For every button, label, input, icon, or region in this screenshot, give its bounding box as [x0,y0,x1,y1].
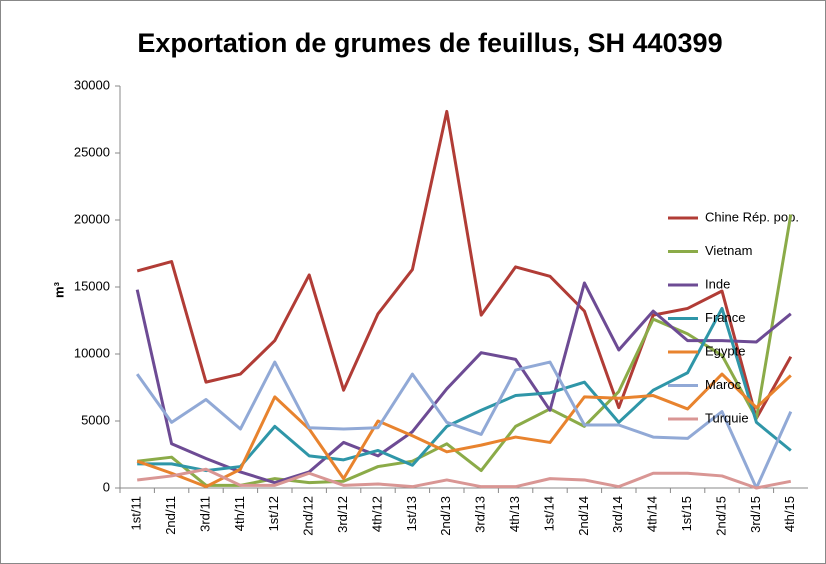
x-tick-label: 1st/13 [404,496,419,531]
x-tick-label: 2nd/15 [713,496,728,536]
x-tick-label: 3rd/11 [197,496,212,532]
x-tick-label: 1st/12 [266,496,281,531]
x-tick-label: 1st/11 [129,496,144,530]
x-tick-label: 3rd/14 [610,496,625,533]
y-tick-label: 30000 [74,77,110,92]
legend-label: Egypte [705,343,745,358]
y-tick-label: 0 [103,479,110,494]
legend-label: France [705,310,745,325]
x-tick-label: 4th/14 [645,496,660,532]
y-tick-label: 10000 [74,345,110,360]
x-tick-label: 2nd/13 [438,496,453,536]
legend-label: Turquie [705,410,749,425]
y-axis-label: m³ [51,281,66,298]
x-tick-label: 4th/13 [507,496,522,532]
x-tick-label: 3rd/13 [473,496,488,533]
series-line [135,281,792,485]
x-tick-label: 4th/15 [782,496,797,532]
series-line [136,109,793,420]
y-tick-label: 20000 [74,211,110,226]
legend-label: Chine Rép. pop. [705,209,799,224]
series-line [137,467,792,490]
y-tick-label: 25000 [74,144,110,159]
chart-title: Exportation de grumes de feuillus, SH 44… [137,28,722,58]
x-tick-label: 3rd/12 [335,496,350,533]
legend-label: Maroc [705,377,742,392]
x-tick-label: 1st/14 [541,496,556,531]
legend-label: Vietnam [705,243,752,258]
series-line [135,360,793,490]
x-tick-label: 4th/11 [232,496,247,531]
x-tick-label: 2nd/14 [576,496,591,536]
x-tick-label: 2nd/12 [301,496,316,536]
series-line [136,372,792,489]
x-tick-label: 3rd/15 [748,496,763,533]
y-tick-label: 5000 [81,412,110,427]
x-tick-label: 2nd/11 [163,496,178,535]
x-tick-label: 1st/15 [679,496,694,531]
legend-label: Inde [705,276,730,291]
y-tick-label: 15000 [74,278,110,293]
x-tick-label: 4th/12 [369,496,384,532]
